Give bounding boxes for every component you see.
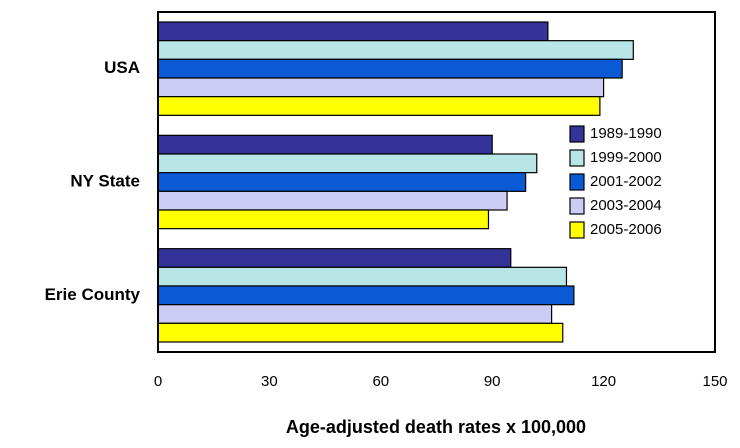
bar — [157, 322, 564, 343]
x-tick-label: 30 — [261, 373, 278, 390]
legend-label: 2003-2004 — [590, 197, 662, 214]
legend-swatch — [569, 125, 585, 143]
bar — [157, 40, 634, 60]
bar — [157, 285, 575, 306]
y-tick-label: NY State — [70, 171, 140, 190]
bar — [157, 21, 549, 42]
x-tick-label: 60 — [372, 373, 389, 390]
legend-swatch — [569, 173, 585, 191]
legend-swatch — [569, 221, 585, 239]
plot-frame — [157, 11, 716, 353]
x-tick-label: 90 — [484, 373, 501, 390]
y-tick-label: Erie County — [45, 285, 141, 304]
bar — [157, 248, 512, 268]
legend-label: 1999-2000 — [590, 149, 662, 166]
bar — [157, 190, 508, 211]
bar — [157, 266, 568, 287]
bar — [157, 209, 490, 230]
y-tick-label: USA — [104, 58, 140, 77]
x-tick-label: 0 — [154, 373, 162, 390]
x-axis-label: Age-adjusted death rates x 100,000 — [286, 417, 586, 437]
legend-swatch — [569, 197, 585, 215]
bar — [157, 172, 527, 192]
bar — [157, 153, 538, 174]
legend-label: 1989-1990 — [590, 125, 662, 142]
legend-label: 2005-2006 — [590, 221, 662, 238]
x-tick-label: 120 — [591, 373, 616, 390]
legend-swatch — [569, 149, 585, 167]
bar — [157, 134, 493, 155]
legend-label: 2001-2002 — [590, 173, 662, 190]
bar — [157, 58, 623, 79]
bar — [157, 77, 605, 98]
x-tick-label: 150 — [702, 373, 727, 390]
bar — [157, 96, 601, 116]
bar — [157, 304, 553, 324]
